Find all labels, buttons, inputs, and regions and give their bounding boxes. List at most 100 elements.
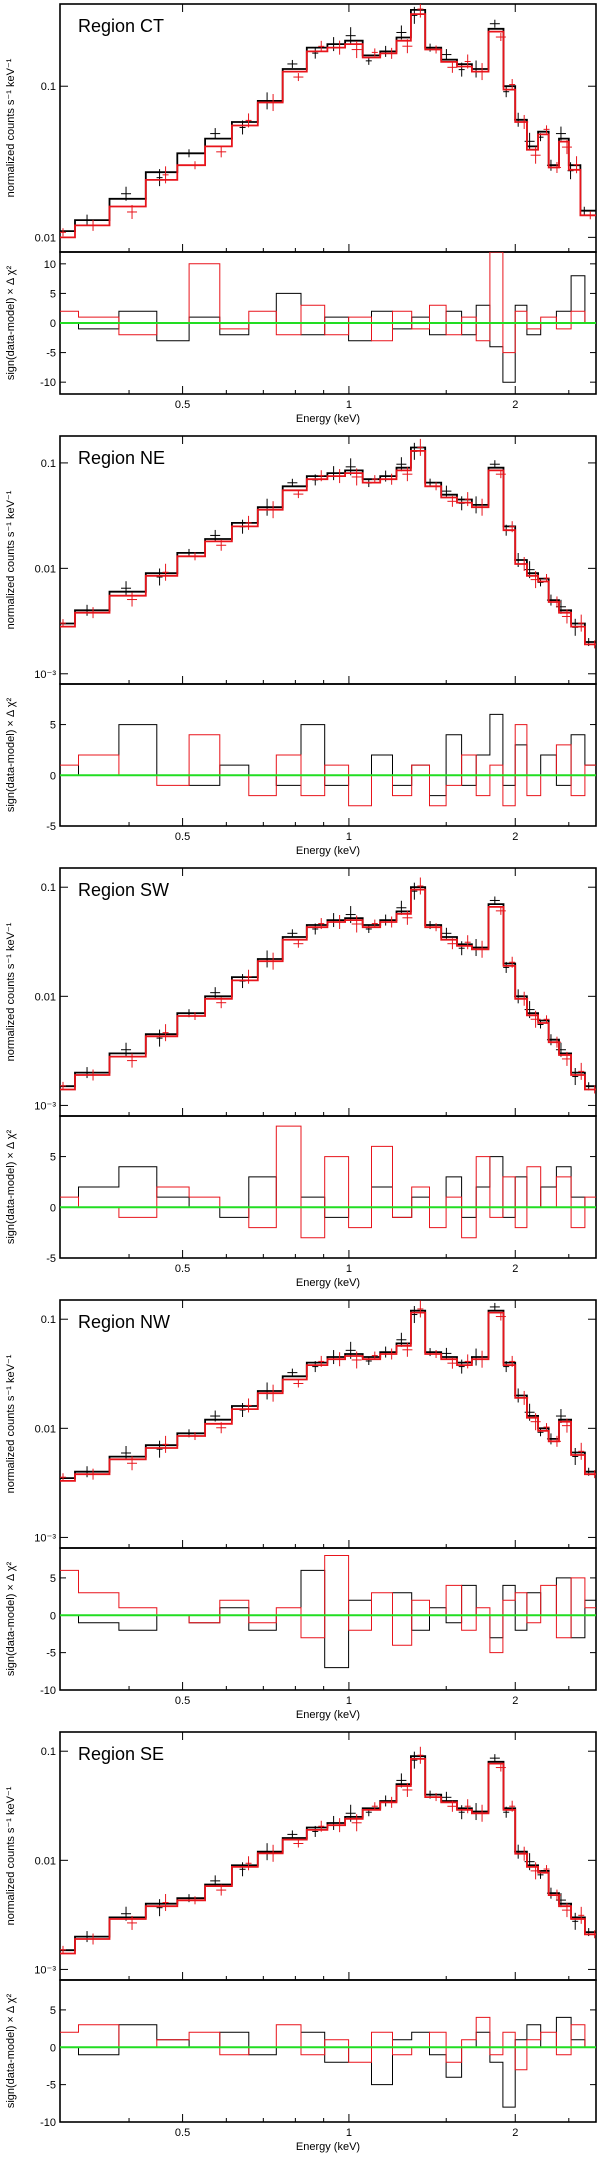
data-point-red xyxy=(371,475,378,484)
residual-y-axis-label: sign(data-model) × Δ χ² xyxy=(5,1562,17,1677)
upper-plot-frame xyxy=(59,1731,597,1981)
panel-1: Region NE 10⁻³ 0.01 0.1 5 0 -5 0.5 1 2 Energy (keV… xyxy=(5,435,597,857)
data-point-red xyxy=(60,228,66,237)
residual-data xyxy=(60,1125,596,1239)
x-tick-label: 1 xyxy=(346,399,352,411)
data-point-red xyxy=(190,1012,199,1021)
data-point-black xyxy=(396,457,407,472)
data-point-red xyxy=(578,614,585,632)
residual-plot-frame xyxy=(59,1547,597,1691)
data-point-red xyxy=(561,1418,572,1433)
data-point-black xyxy=(287,1830,298,1839)
spectrum-data xyxy=(60,1300,596,1482)
data-point-black xyxy=(489,19,500,28)
upper-y-tick-label: 0.1 xyxy=(41,1314,56,1326)
data-point-black xyxy=(121,1042,132,1057)
data-point-red xyxy=(216,997,227,1009)
data-point-red xyxy=(351,915,362,933)
spectrum-data xyxy=(60,438,596,649)
data-point-red xyxy=(190,1896,199,1905)
residual-data xyxy=(60,1555,596,1669)
x-axis-label: Energy (keV) xyxy=(296,413,360,425)
data-point-red xyxy=(127,204,138,219)
data-point-red xyxy=(60,619,66,628)
data-point-red xyxy=(335,914,344,929)
data-point-red xyxy=(530,146,541,164)
upper-plot-frame xyxy=(59,3,597,253)
data-point-black xyxy=(83,1931,92,1943)
data-point-red xyxy=(530,1413,541,1431)
data-point-black xyxy=(572,1447,579,1465)
panel-2: Region SW 10⁻³ 0.01 0.1 5 0 -5 0.5 1 2 Energy (keV… xyxy=(5,867,597,1289)
data-point-black xyxy=(381,45,390,57)
residual-y-tick-label: 0 xyxy=(50,770,56,782)
data-point-red xyxy=(351,1351,362,1369)
data-point-black xyxy=(580,206,589,215)
upper-y-tick-label: 0.01 xyxy=(35,563,56,575)
data-point-red xyxy=(293,73,304,82)
upper-y-axis-label: normalized counts s⁻¹ keV⁻¹ xyxy=(5,58,17,197)
data-point-black xyxy=(329,37,338,52)
data-point-red xyxy=(318,918,325,930)
model-line-red xyxy=(60,1758,596,1955)
data-point-red xyxy=(495,33,506,42)
data-point-black xyxy=(329,466,338,481)
data-point-red xyxy=(387,47,396,59)
upper-y-tick-label: 0.1 xyxy=(41,1746,56,1758)
data-point-black xyxy=(441,1347,452,1359)
data-point-red xyxy=(318,40,325,52)
data-point-red xyxy=(478,1804,487,1822)
data-point-red xyxy=(447,938,458,950)
data-point-red xyxy=(464,935,471,950)
data-point-red xyxy=(162,166,169,184)
residual-y-tick-label: -10 xyxy=(40,377,56,389)
data-point-red xyxy=(552,1889,561,1901)
data-point-red xyxy=(530,1862,541,1880)
data-point-red xyxy=(318,470,325,482)
data-point-black xyxy=(381,1346,390,1358)
upper-y-tick-label: 0.1 xyxy=(41,458,56,470)
model-line-red xyxy=(60,450,596,646)
data-point-red xyxy=(464,1799,471,1814)
residual-line-black xyxy=(60,713,596,797)
data-point-red xyxy=(590,1930,596,1939)
panel-4: Region SE 10⁻³ 0.01 0.1 5 0 -5 -10 0.5 1 2 Energy (… xyxy=(5,1731,597,2153)
data-point-red xyxy=(162,1435,169,1453)
x-tick-label: 1 xyxy=(346,2127,352,2139)
data-point-red xyxy=(578,1906,585,1924)
data-point-black xyxy=(458,62,465,77)
data-point-black xyxy=(184,149,193,158)
data-point-black xyxy=(263,1843,272,1861)
residual-data xyxy=(60,2016,596,2108)
data-point-black xyxy=(503,86,510,98)
data-point-red xyxy=(269,501,278,519)
data-point-black xyxy=(489,896,500,905)
residual-plot-frame xyxy=(59,1979,597,2123)
data-point-black xyxy=(426,478,435,487)
data-point-black xyxy=(83,1067,92,1079)
x-tick-label: 2 xyxy=(512,831,518,843)
upper-y-axis-label: normalized counts s⁻¹ keV⁻¹ xyxy=(5,1354,17,1493)
data-point-black xyxy=(396,1332,407,1347)
upper-y-tick-label: 0.01 xyxy=(35,1423,56,1435)
data-point-red xyxy=(520,556,529,571)
data-point-black xyxy=(156,1899,163,1917)
x-tick-label: 0.5 xyxy=(175,2127,190,2139)
data-point-black xyxy=(287,929,298,938)
data-point-red xyxy=(552,596,561,608)
region-title: Region NE xyxy=(78,448,165,468)
data-point-red xyxy=(60,1081,66,1090)
residual-y-tick-label: 0 xyxy=(50,1610,56,1622)
data-point-black xyxy=(458,941,465,956)
data-point-red xyxy=(245,969,252,984)
data-point-red xyxy=(162,563,169,581)
data-point-red xyxy=(495,1763,506,1772)
data-point-black xyxy=(312,1361,319,1373)
data-point-black xyxy=(411,6,418,24)
data-point-black xyxy=(555,126,566,141)
data-point-red xyxy=(432,1349,441,1358)
data-point-red xyxy=(495,1312,506,1321)
data-point-black xyxy=(411,882,418,900)
data-point-black xyxy=(54,1950,60,1958)
x-tick-label: 1 xyxy=(346,1263,352,1275)
